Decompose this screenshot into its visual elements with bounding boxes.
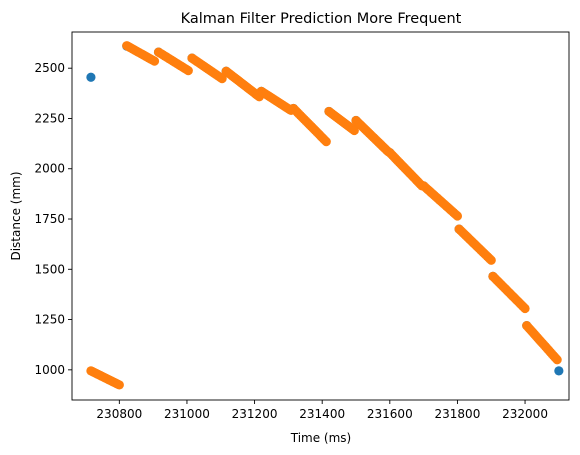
orange-point bbox=[552, 355, 562, 365]
series-orange-points bbox=[86, 41, 562, 390]
orange-point bbox=[520, 303, 530, 314]
orange-point bbox=[149, 56, 160, 66]
y-axis-ticks: 1000 1250 1500 1750 2000 2250 2500 bbox=[34, 61, 72, 377]
x-tick-label: 231400 bbox=[299, 407, 345, 421]
orange-point bbox=[486, 255, 496, 265]
y-tick-label: 1500 bbox=[34, 262, 65, 276]
y-tick-label: 2250 bbox=[34, 111, 65, 125]
x-tick-label: 230800 bbox=[96, 407, 142, 421]
x-axis-label: Time (ms) bbox=[290, 431, 352, 445]
y-tick-label: 1000 bbox=[34, 363, 65, 377]
y-tick-label: 1250 bbox=[34, 313, 65, 327]
orange-point bbox=[349, 125, 359, 136]
series-blue-points bbox=[86, 41, 564, 376]
orange-point bbox=[321, 137, 331, 147]
orange-point bbox=[114, 380, 124, 390]
y-axis-label: Distance (mm) bbox=[9, 171, 23, 260]
orange-point bbox=[183, 66, 193, 76]
y-tick-label: 2000 bbox=[34, 162, 65, 176]
blue-point bbox=[86, 72, 96, 82]
orange-point bbox=[217, 74, 227, 84]
y-tick-label: 1750 bbox=[34, 212, 65, 226]
orange-point bbox=[452, 211, 463, 221]
x-tick-label: 231200 bbox=[232, 407, 278, 421]
x-tick-label: 231000 bbox=[164, 407, 210, 421]
blue-point bbox=[554, 366, 564, 376]
plot-frame bbox=[71, 31, 570, 401]
x-axis-ticks: 230800 231000 231200 231400 231600 231800 2320… bbox=[96, 400, 548, 421]
x-tick-label: 232000 bbox=[502, 407, 548, 421]
x-tick-label: 231800 bbox=[435, 407, 481, 421]
y-tick-label: 2500 bbox=[34, 61, 65, 75]
chart-title: Kalman Filter Prediction More Frequent bbox=[181, 11, 462, 27]
x-tick-label: 231600 bbox=[367, 407, 413, 421]
